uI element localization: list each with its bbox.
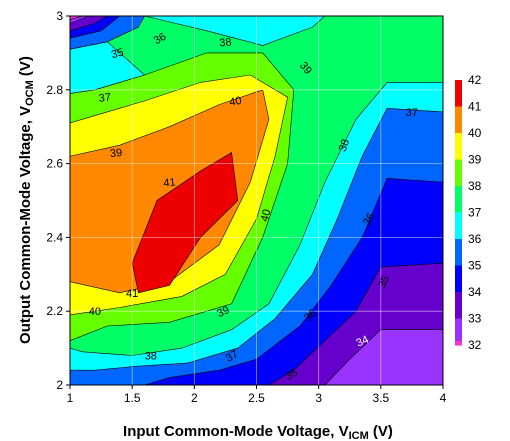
- colorbar-swatch-42: [455, 80, 462, 107]
- contour-label: 37: [224, 348, 241, 365]
- contour-regions: [69, 15, 444, 386]
- colorbar-label: 37: [468, 206, 482, 220]
- x-axis-title-sub: ICM: [349, 430, 369, 441]
- y-tick-label: 2.8: [46, 83, 63, 97]
- x-tick-label: 2: [191, 391, 198, 405]
- contour-label: 34: [355, 334, 371, 350]
- colorbar-swatch-35: [455, 265, 462, 293]
- x-tick-label: 2.5: [248, 391, 265, 405]
- contour-band-42: [131, 152, 239, 294]
- contour-label: 38: [145, 350, 157, 362]
- y-tick-label: 2: [56, 378, 63, 392]
- x-tick-label: 4: [440, 391, 447, 405]
- contour-label: 38: [219, 36, 232, 49]
- colorbar-swatch-41: [455, 106, 462, 134]
- colorbar-label: 36: [468, 232, 482, 246]
- y-axis-title-main: Output Common-Mode Voltage, V: [17, 106, 34, 344]
- colorbar: 32 33 34 35 36 37 38 39 40 41 42: [455, 73, 482, 352]
- colorbar-label: 42: [468, 73, 482, 87]
- colorbar-swatch-37: [455, 212, 462, 240]
- colorbar-swatch-40: [455, 133, 462, 160]
- contour-label: 41: [163, 177, 176, 190]
- y-tick-label: 2.6: [46, 157, 63, 171]
- contour-label: 36: [361, 211, 378, 228]
- contour-label: 39: [109, 147, 122, 160]
- colorbar-label: 35: [468, 259, 482, 273]
- x-axis-title-unit: (V): [369, 423, 393, 440]
- colorbar-swatch-39: [455, 159, 462, 187]
- contour-label: 35: [376, 274, 392, 290]
- contour-label: 35: [110, 46, 125, 61]
- colorbar-label: 38: [468, 179, 482, 193]
- y-tick-labels: 2 2.2 2.4 2.6 2.8 3: [46, 9, 70, 392]
- contour-label: 40: [89, 306, 101, 318]
- y-axis-title-unit: (V): [17, 56, 34, 80]
- x-tick-label: 3: [315, 391, 322, 405]
- colorbar-label: 40: [468, 126, 482, 140]
- colorbar-swatch-36: [455, 239, 462, 266]
- colorbar-label: 34: [468, 285, 482, 299]
- contour-label: 41: [126, 288, 138, 300]
- colorbar-label: 39: [468, 153, 482, 167]
- x-axis-title-main: Input Common-Mode Voltage, V: [123, 423, 349, 440]
- y-tick-label: 2.4: [46, 230, 63, 244]
- contour-label: 40: [228, 95, 242, 109]
- colorbar-swatch-32: [455, 341, 462, 345]
- contour-label: 40: [259, 208, 274, 223]
- contour-label: 37: [406, 107, 418, 119]
- colorbar-label: 41: [468, 100, 482, 114]
- y-tick-label: 2.2: [46, 304, 63, 318]
- colorbar-swatch-33: [455, 318, 462, 346]
- x-tick-label: 1.5: [124, 391, 141, 405]
- x-tick-label: 1: [67, 391, 74, 405]
- colorbar-label: 33: [468, 312, 482, 326]
- x-tick-label: 3.5: [372, 391, 389, 405]
- contour-label: 39: [215, 304, 231, 320]
- colorbar-label: 32: [468, 338, 482, 352]
- y-tick-label: 3: [56, 9, 63, 23]
- contour-label: 36: [152, 31, 169, 48]
- y-axis-title-sub: OCM: [24, 80, 36, 106]
- contour-label: 35: [284, 367, 301, 384]
- x-axis-title: Input Common-Mode Voltage, VICM (V): [123, 423, 393, 441]
- colorbar-swatch-38: [455, 186, 462, 213]
- colorbar-swatch-34: [455, 292, 462, 319]
- x-tick-labels: 1 1.5 2 2.5 3 3.5 4: [67, 385, 447, 405]
- contour-label: 37: [98, 92, 111, 105]
- contour-label: 38: [337, 138, 352, 154]
- y-axis-title: Output Common-Mode Voltage, VOCM (V): [17, 56, 36, 344]
